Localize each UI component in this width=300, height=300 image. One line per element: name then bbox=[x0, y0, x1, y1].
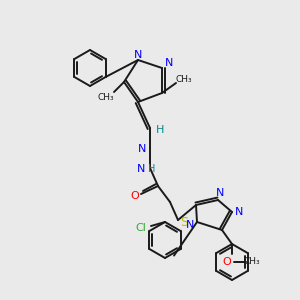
Text: H: H bbox=[148, 164, 156, 174]
Text: CH₃: CH₃ bbox=[244, 257, 260, 266]
Text: Cl: Cl bbox=[136, 223, 146, 233]
Text: O: O bbox=[223, 257, 231, 267]
Text: H: H bbox=[156, 125, 164, 135]
Text: N: N bbox=[165, 58, 173, 68]
Text: CH₃: CH₃ bbox=[176, 74, 192, 83]
Text: N: N bbox=[235, 207, 243, 217]
Text: N: N bbox=[186, 220, 194, 230]
Text: N: N bbox=[134, 50, 142, 60]
Text: CH₃: CH₃ bbox=[98, 92, 114, 101]
Text: N: N bbox=[138, 144, 146, 154]
Text: O: O bbox=[130, 191, 140, 201]
Text: N: N bbox=[137, 164, 145, 174]
Text: S: S bbox=[180, 215, 188, 229]
Text: N: N bbox=[216, 188, 224, 198]
